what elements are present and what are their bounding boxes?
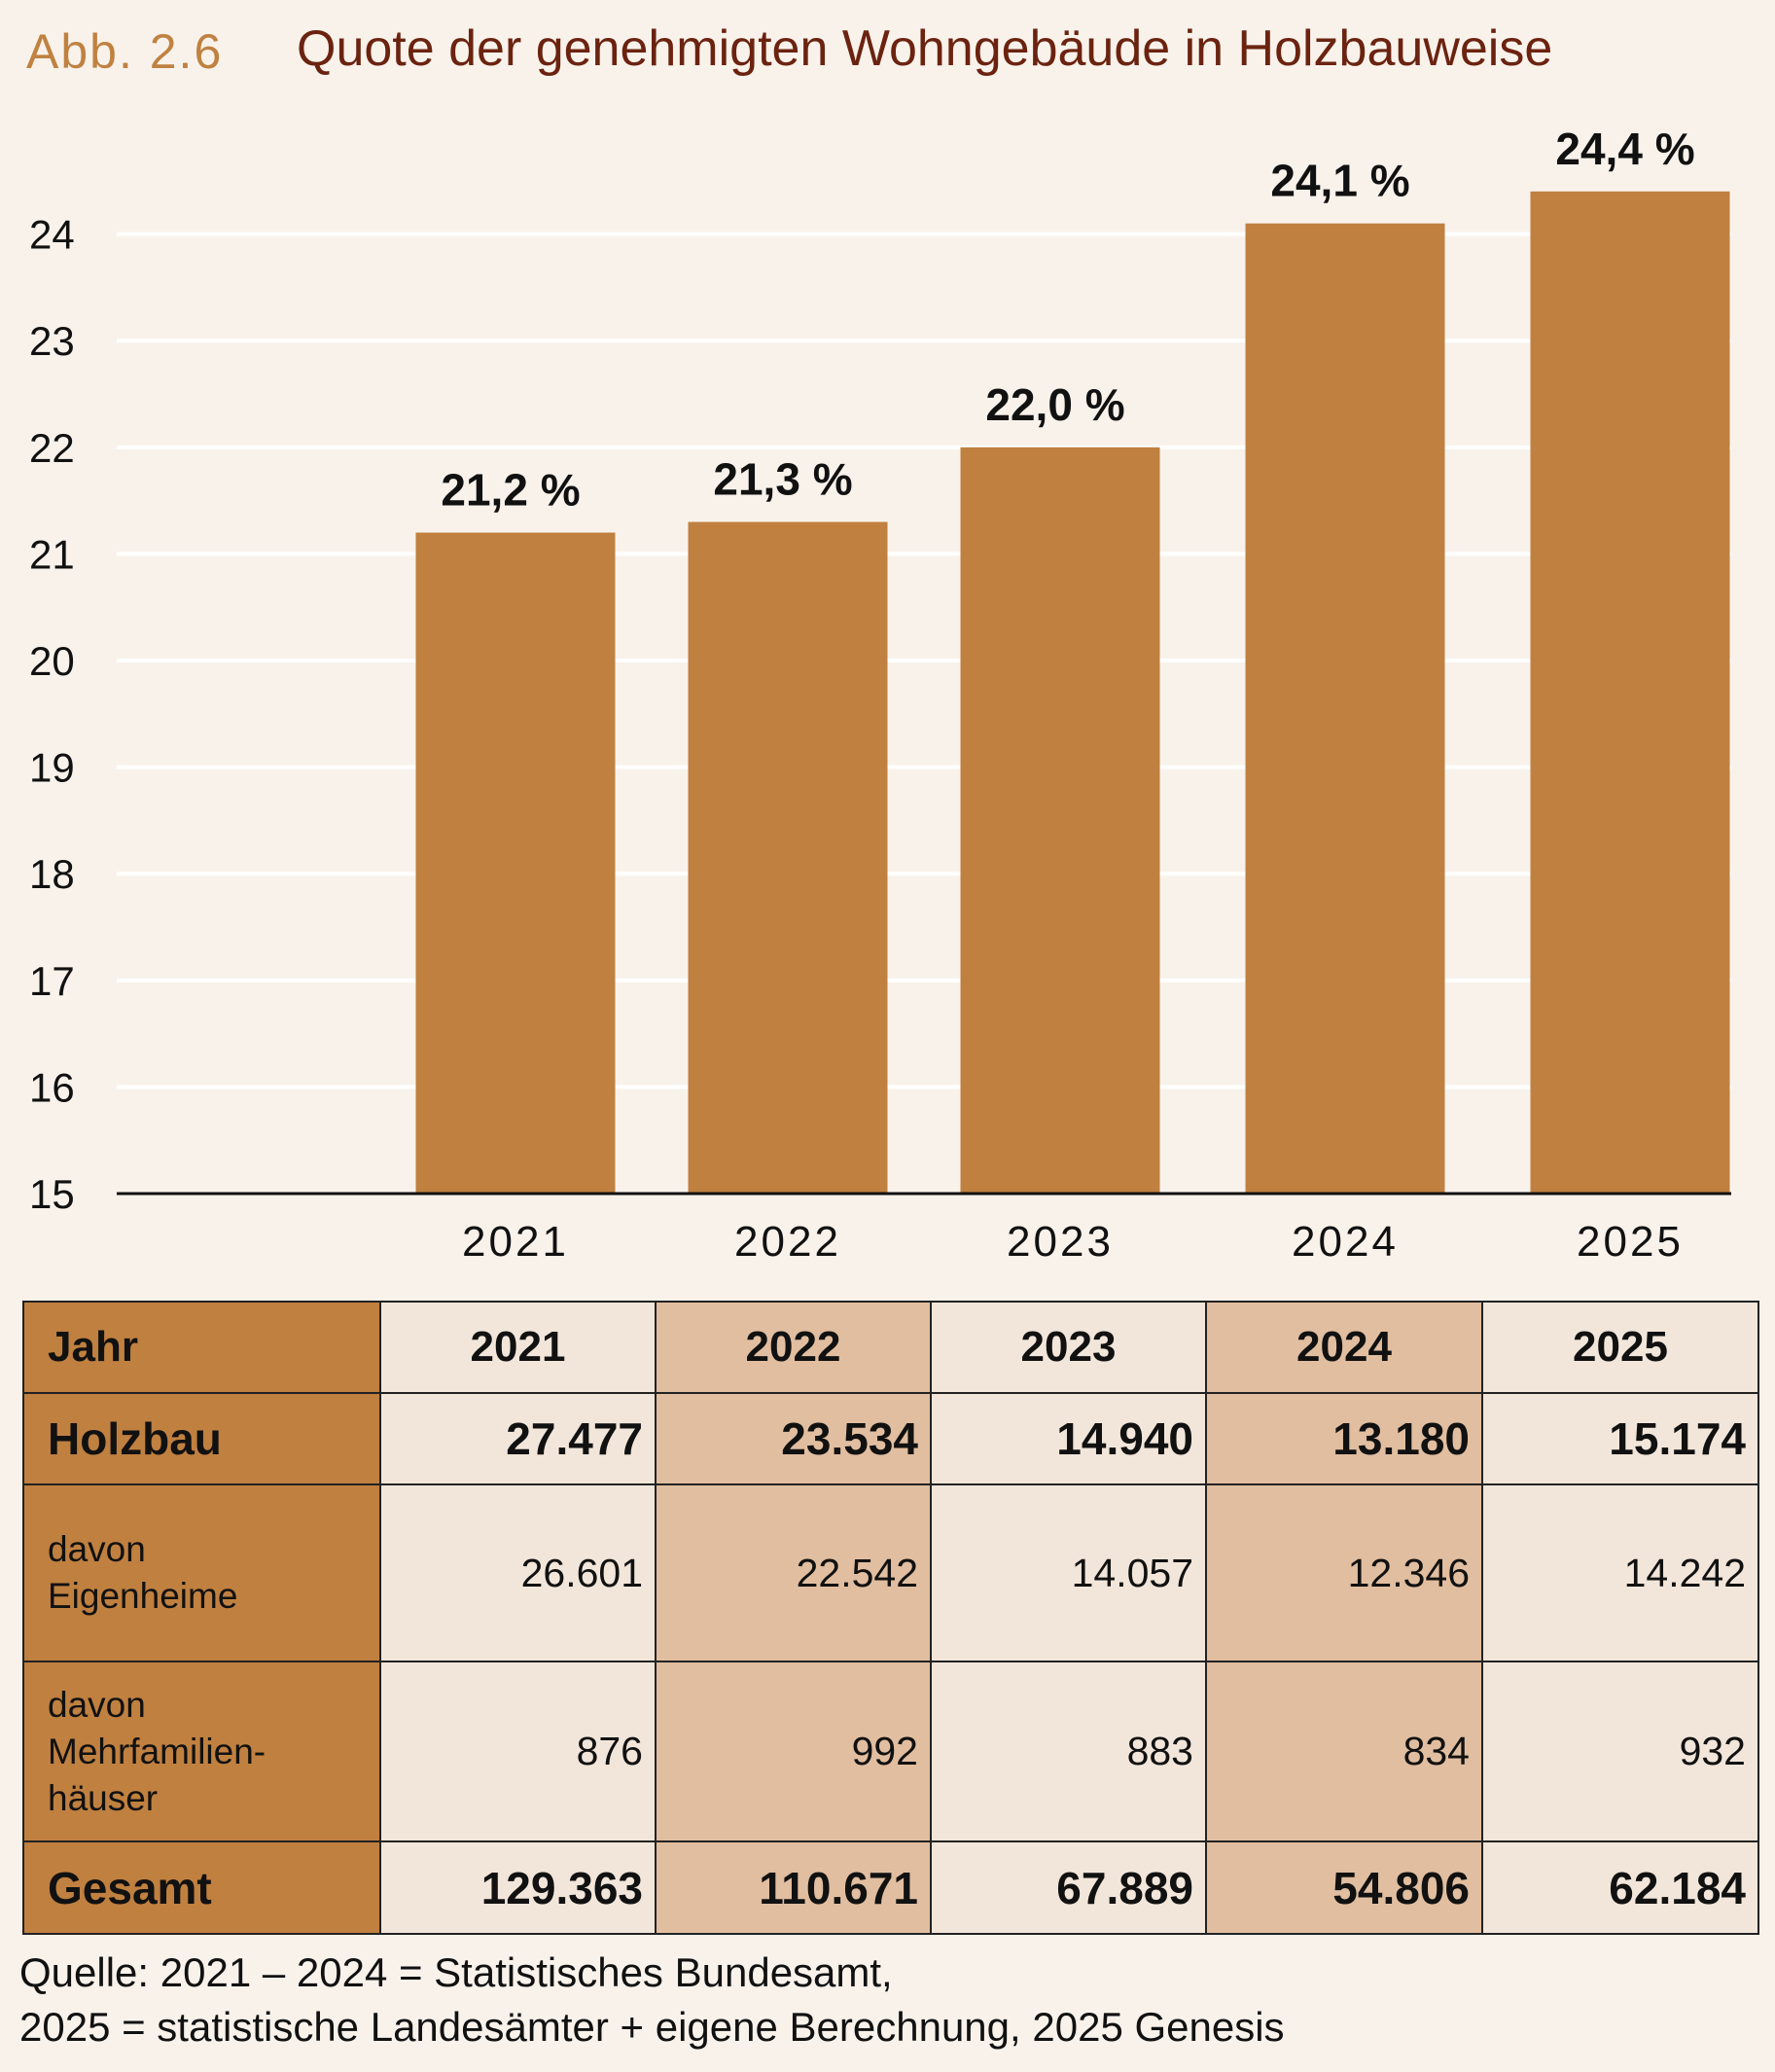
- bar-2021: [415, 532, 616, 1194]
- cell-year-2023: 2023: [930, 1301, 1207, 1394]
- cell-year-2024: 2024: [1205, 1301, 1483, 1394]
- y-tick-label: 24: [29, 212, 75, 258]
- cell-mfh-2023: 883: [930, 1661, 1207, 1842]
- bar-value-label: 22,0 %: [985, 379, 1124, 430]
- table-row-eigenheime: davon Eigenheime 26.601 22.542 14.057 12.…: [22, 1483, 1759, 1662]
- bar-value-label: 24,4 %: [1555, 124, 1694, 174]
- cell-eigenheime-2025: 14.242: [1481, 1483, 1759, 1662]
- table-row-mehrfamilienhaeuser: davon Mehrfamilien-häuser 876 992 883 834…: [22, 1661, 1759, 1842]
- row-label-gesamt: Gesamt: [22, 1840, 381, 1935]
- cell-holzbau-2021: 27.477: [379, 1392, 657, 1485]
- cell-holzbau-2023: 14.940: [930, 1392, 1207, 1485]
- row-label-eigenheime: davon Eigenheime: [22, 1483, 381, 1662]
- cell-gesamt-2021: 129.363: [379, 1840, 657, 1935]
- cell-year-2022: 2022: [655, 1301, 932, 1394]
- cell-year-2021: 2021: [379, 1301, 657, 1394]
- cell-eigenheime-2022: 22.542: [655, 1483, 932, 1662]
- cell-eigenheime-2024: 12.346: [1205, 1483, 1483, 1662]
- table-row-gesamt: Gesamt 129.363 110.671 67.889 54.806 62.…: [22, 1840, 1759, 1935]
- cell-holzbau-2025: 15.174: [1481, 1392, 1759, 1485]
- x-tick-label: 2025: [1577, 1218, 1684, 1266]
- table-row-holzbau: Holzbau 27.477 23.534 14.940 13.180 15.1…: [22, 1392, 1759, 1485]
- x-tick-label: 2023: [1007, 1218, 1114, 1266]
- cell-eigenheime-2021: 26.601: [379, 1483, 657, 1662]
- bar-value-label: 21,3 %: [713, 454, 852, 505]
- bar-value-label: 24,1 %: [1270, 156, 1409, 206]
- cell-year-2025: 2025: [1481, 1301, 1759, 1394]
- cell-holzbau-2022: 23.534: [655, 1392, 932, 1485]
- source-note: Quelle: 2021 – 2024 = Statistisches Bund…: [19, 1946, 1285, 2054]
- bar-2022: [688, 521, 888, 1194]
- cell-gesamt-2024: 54.806: [1205, 1840, 1483, 1935]
- cell-mfh-2024: 834: [1205, 1661, 1483, 1842]
- table-row-year: Jahr 2021 2022 2023 2024 2025: [22, 1301, 1759, 1394]
- cell-mfh-2022: 992: [655, 1661, 932, 1842]
- bar-2023: [960, 447, 1160, 1195]
- cell-gesamt-2023: 67.889: [930, 1840, 1207, 1935]
- cell-gesamt-2022: 110.671: [655, 1840, 932, 1935]
- chart-title: Quote der genehmigten Wohngebäude in Hol…: [297, 20, 1553, 77]
- y-tick-label: 23: [29, 318, 75, 364]
- figure-label: Abb. 2.6: [26, 24, 224, 79]
- y-tick-label: 17: [29, 958, 75, 1004]
- cell-gesamt-2025: 62.184: [1481, 1840, 1759, 1935]
- x-tick-label: 2021: [462, 1218, 569, 1266]
- bar-value-label: 21,2 %: [441, 465, 580, 516]
- row-label-holzbau: Holzbau: [22, 1392, 381, 1485]
- cell-mfh-2025: 932: [1481, 1661, 1759, 1842]
- x-tick-label: 2022: [734, 1218, 841, 1266]
- x-tick-label: 2024: [1292, 1218, 1399, 1266]
- y-tick-label: 15: [29, 1171, 75, 1217]
- cell-mfh-2021: 876: [379, 1661, 657, 1842]
- y-tick-label: 22: [29, 425, 75, 471]
- bar-2025: [1530, 191, 1730, 1194]
- y-tick-label: 16: [29, 1064, 75, 1110]
- y-tick-label: 19: [29, 745, 75, 791]
- data-table: Jahr 2021 2022 2023 2024 2025 Holzbau 27…: [22, 1301, 1759, 1935]
- bar-2024: [1245, 223, 1445, 1194]
- row-label-mehrfamilienhaeuser: davon Mehrfamilien-häuser: [22, 1661, 381, 1842]
- source-line-2: 2025 = statistische Landesämter + eigene…: [19, 2004, 1285, 2050]
- y-tick-label: 18: [29, 851, 75, 897]
- figure-header: Abb. 2.6 Quote der genehmigten Wohngebäu…: [26, 14, 1756, 91]
- y-tick-label: 21: [29, 531, 75, 577]
- y-tick-label: 20: [29, 638, 75, 684]
- cell-eigenheime-2023: 14.057: [930, 1483, 1207, 1662]
- source-line-1: Quelle: 2021 – 2024 = Statistisches Bund…: [19, 1949, 893, 1995]
- row-label-jahr: Jahr: [22, 1301, 381, 1394]
- cell-holzbau-2024: 13.180: [1205, 1392, 1483, 1485]
